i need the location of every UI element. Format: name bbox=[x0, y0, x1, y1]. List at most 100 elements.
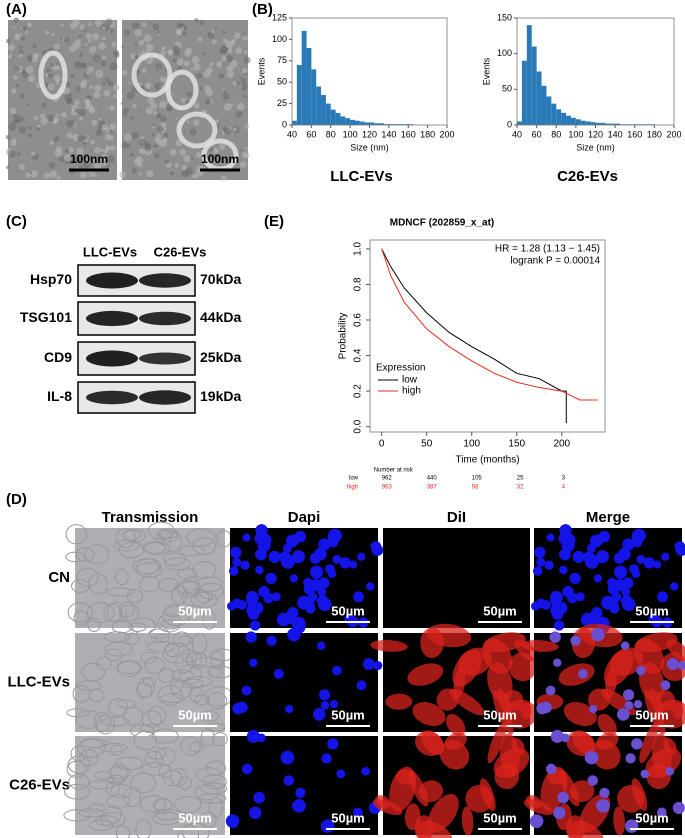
nucleus bbox=[289, 574, 299, 583]
size-label: 19kDa bbox=[200, 388, 241, 404]
tem-speckle bbox=[225, 40, 234, 49]
tem-speckle bbox=[189, 128, 197, 136]
tem-speckle bbox=[26, 103, 30, 107]
tem-speckle bbox=[90, 139, 96, 145]
cell-outline bbox=[66, 760, 87, 778]
histogram-bar bbox=[531, 46, 537, 125]
cell-outline bbox=[212, 732, 228, 747]
nucleus bbox=[540, 701, 552, 714]
cell-outline bbox=[175, 579, 201, 594]
x-tick-label: 200 bbox=[439, 129, 454, 139]
vesicle bbox=[176, 111, 218, 149]
tem-speckle bbox=[28, 126, 32, 130]
nucleus bbox=[353, 591, 365, 603]
nucleus bbox=[257, 538, 271, 552]
tem-speckle bbox=[64, 92, 73, 101]
histogram-bar bbox=[541, 85, 547, 125]
tem-speckle bbox=[147, 60, 152, 65]
nucleus bbox=[546, 533, 555, 542]
x-tick-label: 200 bbox=[666, 129, 681, 139]
tem-speckle bbox=[94, 84, 102, 92]
cell-outline bbox=[115, 825, 131, 838]
cell-outline bbox=[200, 728, 215, 747]
cell-outline bbox=[73, 610, 89, 626]
tem-speckle bbox=[151, 125, 155, 129]
nucleus bbox=[292, 799, 306, 813]
tem-speckle bbox=[175, 117, 178, 120]
tem-speckle bbox=[161, 121, 167, 127]
cell-outline bbox=[135, 558, 160, 575]
dil-stain bbox=[375, 795, 392, 809]
nucleus bbox=[544, 560, 554, 570]
tem-speckle bbox=[7, 53, 13, 59]
tem-speckle bbox=[235, 47, 243, 55]
x-tick-label: 60 bbox=[532, 129, 542, 139]
tem-speckle bbox=[241, 67, 248, 74]
tem-speckle bbox=[74, 61, 82, 69]
nucleus bbox=[613, 565, 628, 579]
tem-speckle bbox=[111, 42, 117, 48]
cell-outline bbox=[65, 551, 86, 563]
tem-speckle bbox=[79, 171, 88, 179]
tem-speckle bbox=[155, 113, 162, 120]
tem-speckle bbox=[163, 132, 169, 138]
scale-bar-label: 50µm bbox=[483, 707, 517, 722]
tem-speckle bbox=[73, 155, 81, 164]
cell-outline bbox=[190, 591, 218, 608]
dil-stain bbox=[572, 730, 596, 755]
tem-speckle bbox=[84, 98, 91, 105]
tem-speckle bbox=[195, 169, 203, 177]
nucleus bbox=[237, 600, 247, 610]
cell-outline bbox=[139, 575, 160, 593]
nucleus bbox=[276, 612, 291, 627]
tem-speckle bbox=[17, 152, 21, 157]
blot-column: C26-EVs bbox=[154, 244, 207, 259]
tem-speckle bbox=[129, 115, 134, 120]
nucleus bbox=[545, 685, 556, 696]
tem-speckle bbox=[224, 103, 232, 111]
tem-speckle bbox=[81, 79, 88, 85]
tem-speckle bbox=[74, 108, 79, 114]
tem-speckle bbox=[110, 27, 114, 31]
histogram-bar bbox=[374, 123, 380, 125]
panel-label: (D) bbox=[6, 491, 27, 508]
cell-outline bbox=[185, 651, 203, 669]
tem-speckle bbox=[145, 43, 154, 52]
tem-speckle bbox=[95, 129, 103, 137]
histogram-bar bbox=[369, 122, 375, 125]
histogram-bar bbox=[301, 30, 307, 126]
nucleus bbox=[285, 704, 294, 714]
tem-speckle bbox=[101, 26, 106, 31]
tem-speckle bbox=[82, 63, 87, 68]
nucleus bbox=[268, 550, 281, 563]
cell-outline bbox=[104, 805, 122, 824]
x-tick-label: 140 bbox=[381, 129, 396, 139]
tem-speckle bbox=[47, 114, 55, 122]
scale-bar-label: 50µm bbox=[483, 603, 517, 618]
blot-band bbox=[139, 311, 191, 326]
tem-speckle bbox=[236, 81, 241, 85]
tem-speckle bbox=[218, 73, 225, 80]
nucleus bbox=[366, 582, 375, 591]
tem-speckle bbox=[95, 19, 103, 28]
cell-outline bbox=[202, 609, 216, 630]
x-tick-label: 180 bbox=[647, 129, 662, 139]
x-tick-label: 120 bbox=[362, 129, 377, 139]
tem-speckle bbox=[196, 72, 203, 79]
cell-outline bbox=[63, 809, 91, 822]
blot-band bbox=[139, 352, 191, 365]
nucleus bbox=[320, 700, 330, 710]
scale-bar-label: 50µm bbox=[331, 603, 365, 618]
nucleus bbox=[643, 557, 655, 569]
nucleus bbox=[586, 543, 596, 553]
dil-stain bbox=[461, 806, 474, 836]
tem-speckle bbox=[222, 30, 226, 34]
tem-speckle bbox=[8, 108, 11, 111]
cell-outline bbox=[175, 652, 194, 674]
tem-speckle bbox=[226, 65, 234, 73]
dil-stain bbox=[511, 737, 525, 755]
risk-count: 25 bbox=[517, 476, 524, 482]
tem-speckle bbox=[146, 169, 154, 178]
tem-speckle bbox=[243, 95, 247, 99]
